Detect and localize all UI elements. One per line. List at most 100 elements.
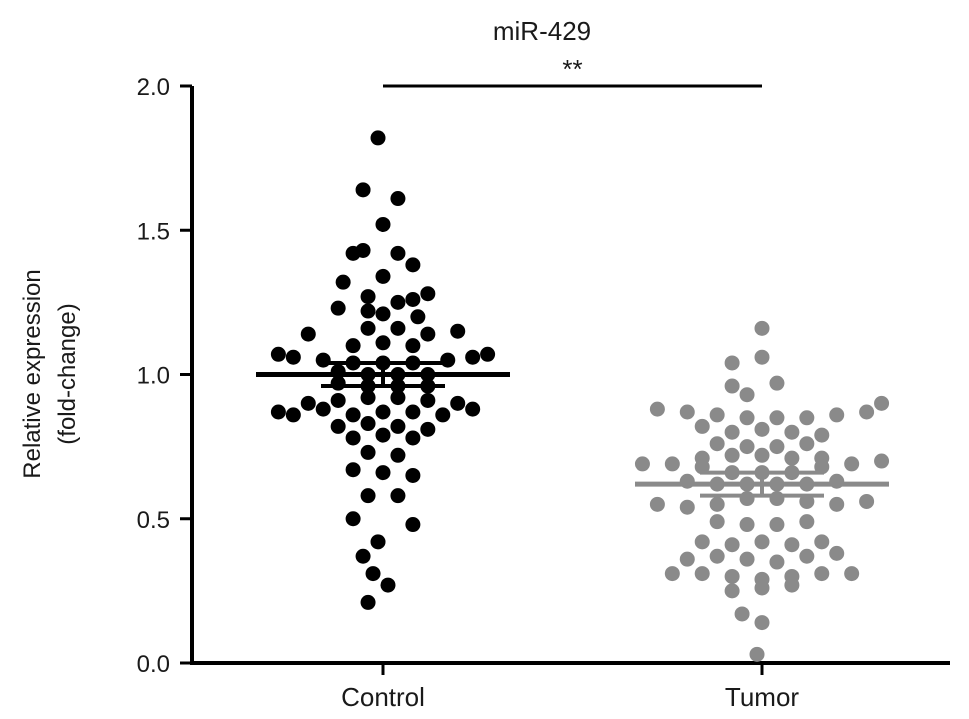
data-point: [709, 548, 725, 564]
data-point: [829, 407, 845, 423]
data-point: [315, 401, 331, 417]
data-point: [390, 320, 406, 336]
data-points: [270, 130, 890, 662]
data-point: [370, 130, 386, 146]
data-point: [694, 459, 710, 475]
mean-sem-bars: [256, 360, 889, 498]
data-point: [724, 537, 740, 553]
data-point: [390, 447, 406, 463]
data-point: [739, 387, 755, 403]
data-point: [335, 274, 351, 290]
data-point: [749, 646, 765, 662]
data-point: [365, 566, 381, 582]
data-point: [769, 410, 785, 426]
data-point: [420, 286, 436, 302]
data-point: [769, 439, 785, 455]
data-point: [405, 257, 421, 273]
data-point: [355, 242, 371, 258]
data-point: [814, 534, 830, 550]
data-point: [375, 216, 391, 232]
data-point: [360, 594, 376, 610]
data-point: [270, 404, 286, 420]
data-point: [829, 545, 845, 561]
data-point: [724, 355, 740, 371]
data-point: [360, 444, 376, 460]
y-tick-label: 2.0: [137, 74, 170, 101]
data-point: [724, 568, 740, 584]
data-point: [859, 404, 875, 420]
data-point: [844, 566, 860, 582]
data-point: [874, 395, 890, 411]
data-point: [709, 407, 725, 423]
data-point: [330, 300, 346, 316]
x-category-label: Tumor: [725, 682, 799, 712]
data-point: [874, 453, 890, 469]
data-point: [355, 548, 371, 564]
data-point: [405, 404, 421, 420]
data-point: [360, 488, 376, 504]
data-point: [799, 514, 815, 530]
data-point: [360, 390, 376, 406]
data-point: [739, 517, 755, 533]
data-point: [480, 346, 496, 362]
data-point: [784, 424, 800, 440]
data-point: [285, 349, 301, 365]
data-point: [330, 375, 346, 391]
data-point: [270, 346, 286, 362]
data-point: [754, 615, 770, 631]
data-point: [694, 418, 710, 434]
data-point: [465, 401, 481, 417]
data-point: [355, 182, 371, 198]
data-point: [380, 577, 396, 593]
data-point: [315, 352, 331, 368]
chart-title: miR-429: [493, 16, 591, 46]
data-point: [769, 491, 785, 507]
data-point: [360, 303, 376, 319]
data-point: [375, 427, 391, 443]
data-point: [799, 436, 815, 452]
data-point: [679, 404, 695, 420]
y-tick-label: 1.5: [137, 218, 170, 245]
data-point: [709, 514, 725, 530]
data-point: [814, 459, 830, 475]
data-point: [724, 447, 740, 463]
data-point: [375, 404, 391, 420]
data-point: [694, 566, 710, 582]
data-point: [390, 418, 406, 434]
data-point: [405, 430, 421, 446]
x-category-label: Control: [341, 682, 425, 712]
data-point: [679, 499, 695, 515]
data-point: [754, 349, 770, 365]
data-point: [440, 352, 456, 368]
data-point: [739, 551, 755, 567]
data-point: [375, 335, 391, 351]
data-point: [664, 456, 680, 472]
data-point: [300, 395, 316, 411]
y-tick-label: 1.0: [137, 363, 170, 390]
data-point: [300, 326, 316, 342]
significance-annotation: **: [383, 54, 762, 88]
y-tick-label: 0.0: [137, 651, 170, 678]
data-point: [330, 392, 346, 408]
data-point: [844, 456, 860, 472]
data-point: [634, 456, 650, 472]
data-point: [410, 309, 426, 325]
data-point: [420, 392, 436, 408]
data-point: [694, 534, 710, 550]
data-point: [829, 496, 845, 512]
data-point: [754, 580, 770, 596]
data-point: [360, 289, 376, 305]
data-point: [769, 554, 785, 570]
data-point: [799, 548, 815, 564]
data-point: [754, 421, 770, 437]
data-point: [664, 566, 680, 582]
data-point: [709, 436, 725, 452]
data-point: [390, 488, 406, 504]
data-point: [450, 323, 466, 339]
data-point: [285, 407, 301, 423]
data-point: [390, 245, 406, 261]
data-point: [420, 421, 436, 437]
data-point: [784, 450, 800, 466]
y-tick-label: 0.5: [137, 507, 170, 534]
